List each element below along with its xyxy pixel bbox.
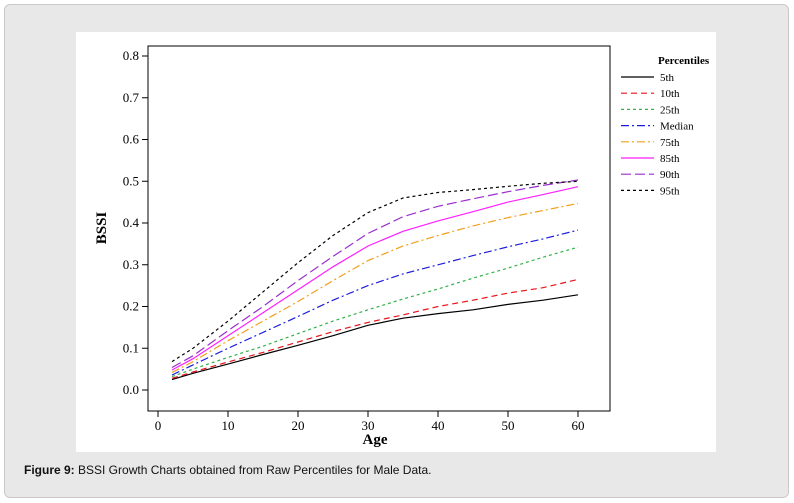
figure-caption: Figure 9: BSSI Growth Charts obtained fr… bbox=[24, 463, 431, 477]
y-tick-label: 0.0 bbox=[123, 382, 139, 397]
x-tick-label: 20 bbox=[292, 418, 305, 433]
x-tick-label: 10 bbox=[222, 418, 235, 433]
caption-text: BSSI Growth Charts obtained from Raw Per… bbox=[74, 463, 432, 477]
y-tick-label: 0.1 bbox=[123, 340, 139, 355]
legend-title: Percentiles bbox=[658, 55, 710, 67]
y-tick-label: 0.8 bbox=[123, 48, 139, 63]
y-tick-label: 0.6 bbox=[123, 132, 140, 147]
series-line-75th bbox=[171, 202, 579, 374]
plot-frame bbox=[147, 45, 611, 412]
y-tick-label: 0.7 bbox=[123, 90, 140, 105]
legend-label: 85th bbox=[660, 153, 680, 165]
x-tick-label: 50 bbox=[502, 418, 515, 433]
caption-label: Figure 9: bbox=[24, 463, 75, 477]
chart-panel: 0.0 0.1 0.2 0.3 0.4 0.5 0.6 0.7 0.8 0 10 20 30 40 50 60… bbox=[76, 32, 716, 452]
x-tick-label: 0 bbox=[155, 418, 162, 433]
series-line-85th bbox=[171, 186, 579, 371]
series-line-5th bbox=[171, 294, 579, 381]
y-tick-label: 0.4 bbox=[123, 215, 140, 230]
y-tick-label: 0.2 bbox=[123, 299, 139, 314]
x-axis-title: Age bbox=[363, 432, 388, 448]
legend-label: 95th bbox=[660, 185, 680, 197]
legend-label: 90th bbox=[660, 169, 680, 181]
series-line-10th bbox=[171, 278, 579, 379]
series-line-95th bbox=[171, 180, 579, 363]
legend-label: 5th bbox=[660, 72, 675, 84]
legend-label: 25th bbox=[660, 104, 680, 116]
legend-label: 10th bbox=[660, 88, 680, 100]
x-tick-label: 30 bbox=[362, 418, 375, 433]
series-line-25th bbox=[171, 246, 579, 378]
legend-label: Median bbox=[660, 121, 694, 133]
y-axis-title: BSSI bbox=[94, 212, 110, 245]
y-tick-label: 0.3 bbox=[123, 257, 139, 272]
series-line-90th bbox=[171, 179, 579, 369]
line-chart: 0.0 0.1 0.2 0.3 0.4 0.5 0.6 0.7 0.8 0 10 20 30 40 50 60… bbox=[94, 45, 710, 448]
x-tick-label: 40 bbox=[432, 418, 445, 433]
y-tick-label: 0.5 bbox=[123, 173, 139, 188]
x-tick-label: 60 bbox=[572, 418, 585, 433]
series-line-median bbox=[171, 229, 579, 376]
legend-label: 75th bbox=[660, 137, 680, 149]
